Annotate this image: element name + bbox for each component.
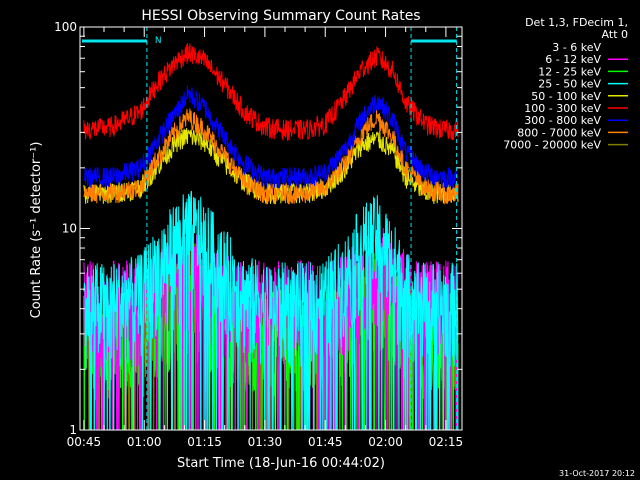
legend-label: 100 - 300 keV xyxy=(524,102,601,115)
series-line xyxy=(83,85,459,190)
series-line xyxy=(83,190,459,430)
axis-layer: 1 10 100 00:45 01:00 01:15 01:30 01:45 02:00 02:1… xyxy=(54,20,463,449)
legend-header: Att 0 xyxy=(602,28,628,41)
x-axis-label: Start Time (18-Jun-16 00:44:02) xyxy=(177,456,385,471)
legend-header: Det 1,3, FDecim 1, xyxy=(525,16,628,29)
x-tick-label: 02:00 xyxy=(368,435,403,449)
x-tick-label: 01:45 xyxy=(308,435,343,449)
legend-label: 50 - 100 keV xyxy=(531,90,601,103)
x-tick-label: 00:45 xyxy=(67,435,102,449)
x-tick-label: 01:00 xyxy=(127,435,162,449)
legend-label: 12 - 25 keV xyxy=(538,65,601,78)
series-layer xyxy=(83,43,459,430)
attenuator-layer: N xyxy=(82,27,458,430)
y-tick-label: 10 xyxy=(62,222,77,236)
chart-title: HESSI Observing Summary Count Rates xyxy=(141,8,420,24)
x-tick-label: 01:30 xyxy=(248,435,283,449)
series-line xyxy=(83,108,459,205)
y-tick-label: 1 xyxy=(69,423,77,437)
x-tick-label: 01:15 xyxy=(187,435,222,449)
legend-label: 300 - 800 keV xyxy=(524,114,601,127)
legend-label: 6 - 12 keV xyxy=(545,53,601,66)
legend-label: 800 - 7000 keV xyxy=(517,126,601,139)
legend-label: 7000 - 20000 keV xyxy=(503,139,601,152)
series-line xyxy=(83,43,459,141)
attenuator-marker-label: N xyxy=(155,36,162,46)
footer-date: 31-Oct-2017 20:12 xyxy=(559,469,635,478)
legend-label: 3 - 6 keV xyxy=(552,41,601,54)
y-tick-label: 100 xyxy=(54,20,77,34)
y-axis-label: Count Rate (s⁻¹ detector⁻¹) xyxy=(29,142,44,319)
legend-label: 25 - 50 keV xyxy=(538,78,601,91)
x-tick-label: 02:15 xyxy=(429,435,464,449)
